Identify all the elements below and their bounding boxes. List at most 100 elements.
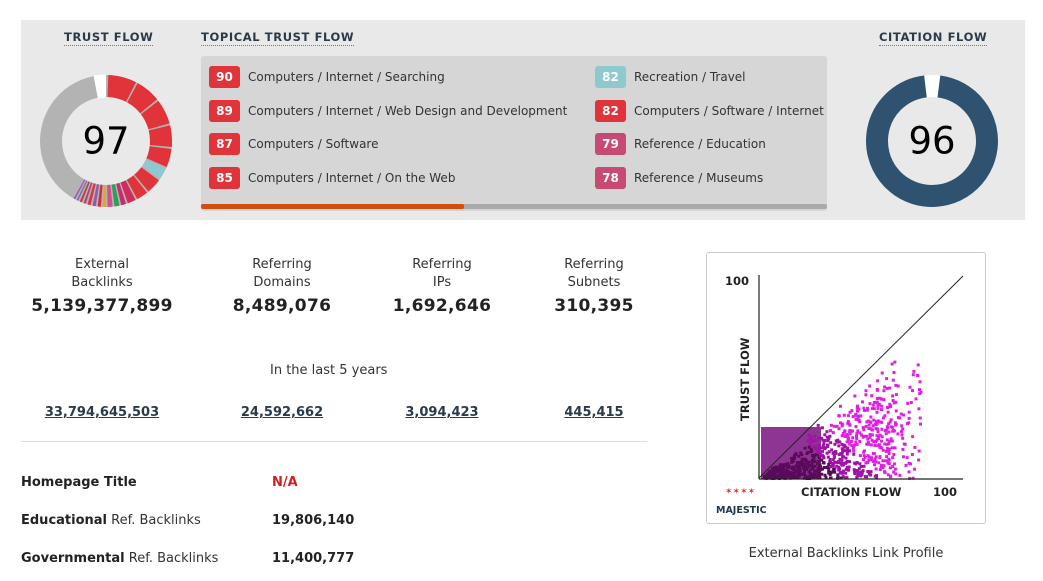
scatter-point xyxy=(833,442,837,446)
trust-flow-topic-segment xyxy=(39,74,172,207)
scatter-point xyxy=(829,429,833,433)
scatter-point xyxy=(832,453,836,457)
scatter-point xyxy=(907,416,911,420)
scatter-point xyxy=(799,460,803,464)
scatter-point xyxy=(810,464,813,468)
scatter-point xyxy=(808,473,812,477)
scatter-point xyxy=(839,404,842,408)
scatter-point xyxy=(902,455,905,459)
scatter-point xyxy=(797,461,801,465)
topic-item[interactable]: 87 Computers / Software xyxy=(209,133,378,155)
scatter-point xyxy=(847,468,851,472)
scatter-point xyxy=(878,445,882,449)
scatter-point xyxy=(812,456,816,460)
scatter-point xyxy=(913,467,917,471)
scatter-point xyxy=(880,404,884,408)
scatter-point xyxy=(873,463,876,467)
topic-item[interactable]: 82 Computers / Software / Internet xyxy=(595,99,824,122)
topics-scrollbar-thumb[interactable] xyxy=(201,204,464,209)
scatter-point xyxy=(855,434,858,438)
scatter-point xyxy=(919,422,922,426)
historic-referring-domains-link[interactable]: 24,592,662 xyxy=(240,405,324,420)
scatter-point xyxy=(781,471,785,475)
link-profile-scatter xyxy=(761,360,923,480)
diagonal-reference-line xyxy=(758,275,964,479)
scatter-point xyxy=(798,467,802,470)
scatter-point xyxy=(780,476,784,479)
scatter-point xyxy=(857,467,861,471)
scatter-point xyxy=(839,476,843,480)
scatter-point xyxy=(865,420,869,424)
scatter-point xyxy=(782,463,786,467)
scatter-point xyxy=(880,427,884,431)
link-profile-graph[interactable]: 100 100 CITATION FLOW TRUST FLOW ✶✶✶✶ MA… xyxy=(706,252,986,524)
scatter-point xyxy=(821,467,824,471)
scatter-point xyxy=(815,469,819,473)
trust-flow-heading[interactable]: TRUST FLOW xyxy=(64,30,154,46)
topic-label: Computers / Internet / On the Web xyxy=(248,170,456,185)
topical-trust-flow-heading[interactable]: TOPICAL TRUST FLOW xyxy=(201,30,355,46)
scatter-point xyxy=(869,420,873,424)
topic-label: Reference / Museums xyxy=(634,170,764,185)
scatter-point xyxy=(875,474,878,478)
scatter-point xyxy=(876,404,880,408)
historic-external-backlinks-link[interactable]: 33,794,645,503 xyxy=(44,405,160,420)
historic-referring-ips-link[interactable]: 3,094,423 xyxy=(405,405,479,420)
scatter-point xyxy=(872,440,876,444)
scatter-point xyxy=(836,475,840,479)
scatter-point xyxy=(870,438,874,442)
governmental-backlinks-row: Governmental Ref. Backlinks xyxy=(21,551,218,566)
scatter-point xyxy=(784,464,788,468)
topic-item[interactable]: 90 Computers / Internet / Searching xyxy=(209,66,445,88)
scatter-point xyxy=(888,405,892,409)
scatter-point xyxy=(850,444,854,448)
scatter-point xyxy=(850,409,854,413)
trust-flow-topic-segment xyxy=(39,74,172,207)
scatter-point xyxy=(900,430,903,433)
scatter-point xyxy=(840,452,844,456)
topical-trust-flow-list: 90 Computers / Internet / Searching 89 Comp… xyxy=(201,56,827,211)
scatter-point xyxy=(812,445,816,449)
citation-flow-heading[interactable]: CITATION FLOW xyxy=(879,30,988,46)
scatter-point xyxy=(866,441,870,444)
scatter-point xyxy=(876,430,880,434)
topic-item[interactable]: 79 Reference / Education xyxy=(595,133,766,155)
scatter-point xyxy=(857,407,861,411)
trust-flow-donut[interactable]: 97 xyxy=(39,74,173,208)
scatter-point xyxy=(822,442,826,445)
scatter-point xyxy=(832,424,836,428)
topics-scrollbar[interactable] xyxy=(201,204,827,209)
scatter-point xyxy=(813,464,817,468)
scatter-point xyxy=(797,464,801,468)
historic-referring-subnets-link[interactable]: 445,415 xyxy=(564,405,624,420)
scatter-point xyxy=(866,470,870,473)
topic-item[interactable]: 85 Computers / Internet / On the Web xyxy=(209,166,456,189)
scatter-point xyxy=(831,451,835,455)
scatter-point xyxy=(890,362,894,366)
scatter-point xyxy=(836,440,840,444)
scatter-point xyxy=(837,453,841,457)
topic-item[interactable]: 89 Computers / Internet / Web Design and … xyxy=(209,99,567,122)
scatter-point xyxy=(867,458,871,462)
scatter-point xyxy=(918,380,922,384)
scatter-point xyxy=(845,476,849,480)
topic-item[interactable]: 82 Recreation / Travel xyxy=(595,66,746,88)
scatter-point xyxy=(765,475,768,479)
scatter-point xyxy=(885,446,889,450)
scatter-point xyxy=(887,449,891,453)
scatter-point xyxy=(888,386,892,390)
scatter-point xyxy=(876,407,880,411)
scatter-point xyxy=(891,399,895,402)
scatter-point xyxy=(856,474,860,478)
stat-value: 5,139,377,899 xyxy=(31,296,173,316)
scatter-point xyxy=(905,456,909,460)
scatter-point xyxy=(889,418,893,422)
scatter-point xyxy=(855,442,859,446)
scatter-point xyxy=(864,424,868,428)
scatter-point xyxy=(827,462,831,466)
scatter-point xyxy=(833,470,837,474)
topic-item[interactable]: 78 Reference / Museums xyxy=(595,166,764,189)
citation-flow-donut[interactable]: 96 xyxy=(865,74,999,208)
scatter-point xyxy=(768,469,772,473)
scatter-point xyxy=(787,464,791,468)
